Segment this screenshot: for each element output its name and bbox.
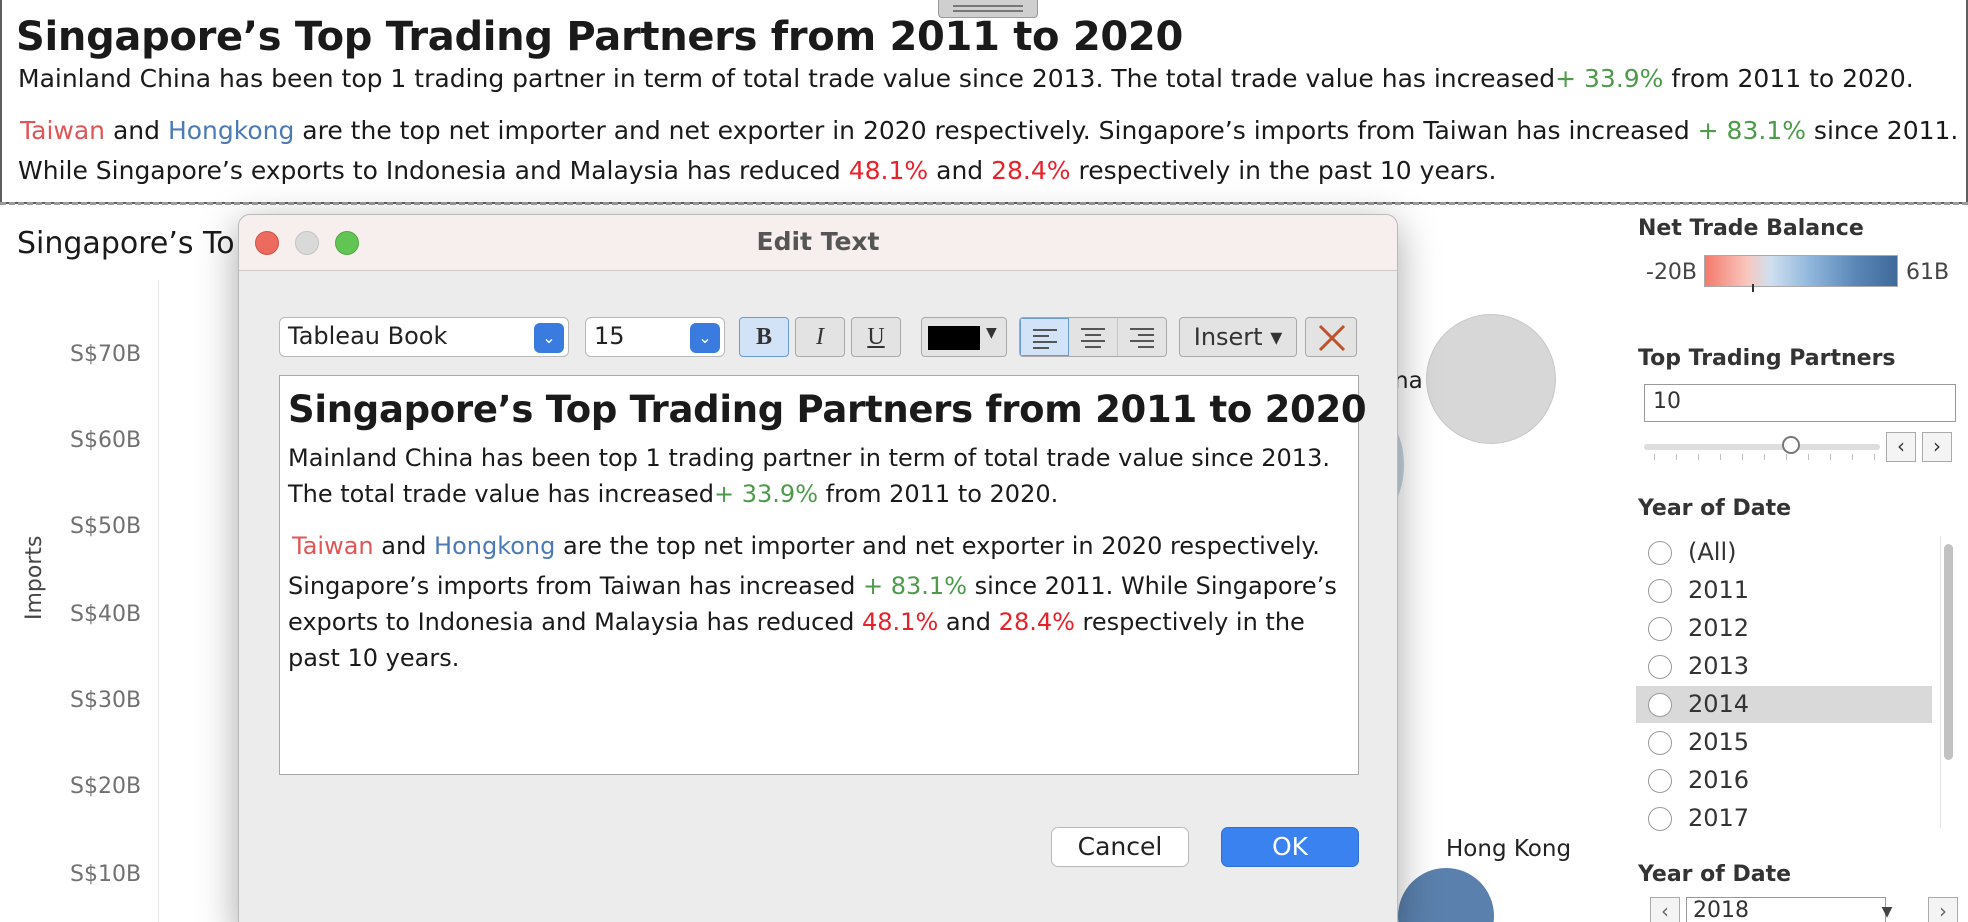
y-tick-label: S$50B xyxy=(70,514,142,539)
year-of-date-title: Year of Date xyxy=(1638,496,1792,521)
hongkong-bubble[interactable] xyxy=(1398,868,1494,922)
hongkong-highlight: Hongkong xyxy=(167,116,295,145)
y-tick-label: S$20B xyxy=(70,774,142,799)
top-partners-slider-thumb[interactable] xyxy=(1782,436,1800,454)
china-bubble[interactable] xyxy=(1426,314,1556,444)
taiwan-highlight: Taiwan xyxy=(20,116,106,145)
top-trading-partners-input[interactable]: 10 xyxy=(1644,384,1956,422)
drag-handle[interactable] xyxy=(938,0,1038,18)
malaysia-reduction-pct: 28.4% xyxy=(991,156,1071,185)
year-option[interactable]: (All) xyxy=(1636,534,1932,571)
year-option[interactable]: 2016 xyxy=(1636,762,1932,799)
net-trade-balance-title: Net Trade Balance xyxy=(1638,216,1864,241)
y-tick-label: S$40B xyxy=(70,602,142,627)
editor-line: The total trade value has increased+ 33.… xyxy=(288,480,1059,508)
year-option[interactable]: 2012 xyxy=(1636,610,1932,647)
radio-icon xyxy=(1648,579,1672,603)
edit-text-dialog: Edit Text Tableau Book ⌄ 15 ⌄ B I U ▼ xyxy=(238,214,1398,922)
taiwan-growth-pct: + 83.1% xyxy=(1697,116,1806,145)
radio-icon xyxy=(1648,541,1672,565)
radio-icon xyxy=(1648,617,1672,641)
editor-line: exports to Indonesia and Malaysia has re… xyxy=(288,608,1305,636)
align-left-button[interactable] xyxy=(1020,318,1069,356)
net-trade-balance-max: 61B xyxy=(1906,260,1950,285)
color-swatch xyxy=(928,326,980,350)
y-tick-label: S$70B xyxy=(70,342,142,367)
indonesia-reduction-pct: 48.1% xyxy=(848,156,929,185)
caret-down-icon: ▼ xyxy=(986,325,997,341)
year-option[interactable]: 2013 xyxy=(1636,648,1932,685)
font-family-select[interactable]: Tableau Book ⌄ xyxy=(279,317,569,357)
italic-button[interactable]: I xyxy=(795,317,845,357)
year-of-date-title-2: Year of Date xyxy=(1638,862,1792,887)
font-family-value: Tableau Book xyxy=(288,322,448,350)
china-growth-pct: + 33.9% xyxy=(1555,64,1664,93)
close-window-icon[interactable] xyxy=(255,231,279,255)
editor-line: past 10 years. xyxy=(288,644,460,672)
chevron-down-icon[interactable]: ▼ xyxy=(1881,904,1893,920)
chevron-down-icon: ⌄ xyxy=(534,323,564,353)
clear-x-icon xyxy=(1318,324,1346,352)
text-color-picker[interactable]: ▼ xyxy=(921,317,1007,357)
dialog-title: Edit Text xyxy=(756,227,880,256)
radio-icon xyxy=(1648,655,1672,679)
top-partners-slider-track[interactable] xyxy=(1644,444,1880,450)
chart-title: Singapore’s To xyxy=(17,226,235,261)
year-dropdown[interactable]: 2018 xyxy=(1686,897,1886,922)
y-tick-label: S$60B xyxy=(70,428,142,453)
rich-text-editor[interactable]: Singapore’s Top Trading Partners from 20… xyxy=(279,375,1367,775)
banner-line2: Taiwan and Hongkong are the top net impo… xyxy=(20,116,1959,145)
cancel-button[interactable]: Cancel xyxy=(1051,827,1189,867)
radio-icon xyxy=(1648,769,1672,793)
minimize-window-icon[interactable] xyxy=(295,231,319,255)
ok-button[interactable]: OK xyxy=(1221,827,1359,867)
editor-line: Taiwan and Hongkong are the top net impo… xyxy=(292,532,1320,560)
y-tick-label: S$30B xyxy=(70,688,142,713)
year-option[interactable]: 2015 xyxy=(1636,724,1932,761)
underline-button[interactable]: U xyxy=(851,317,901,357)
font-size-value: 15 xyxy=(594,322,625,350)
year-dropdown-prev-button[interactable]: ‹ xyxy=(1650,897,1680,922)
editor-line: Singapore’s imports from Taiwan has incr… xyxy=(288,572,1337,600)
align-center-button[interactable] xyxy=(1069,318,1118,356)
y-axis-title: Imports xyxy=(22,535,47,620)
y-axis-line xyxy=(158,280,159,922)
banner-title: Singapore’s Top Trading Partners from 20… xyxy=(16,14,1183,60)
year-option[interactable]: 2017 xyxy=(1636,800,1932,837)
align-right-button[interactable] xyxy=(1118,318,1166,356)
net-trade-balance-min: -20B xyxy=(1646,260,1698,285)
font-size-select[interactable]: 15 ⌄ xyxy=(585,317,725,357)
editor-line: Mainland China has been top 1 trading pa… xyxy=(288,444,1330,472)
y-tick-label: S$10B xyxy=(70,862,142,887)
dialog-titlebar[interactable]: Edit Text xyxy=(239,215,1397,271)
banner-line3: While Singapore’s exports to Indonesia a… xyxy=(18,156,1497,185)
year-list-scrollbar[interactable] xyxy=(1940,536,1954,828)
slider-prev-button[interactable]: ‹ xyxy=(1886,432,1916,462)
year-option[interactable]: 2011 xyxy=(1636,572,1932,609)
radio-icon xyxy=(1648,807,1672,831)
radio-icon xyxy=(1648,693,1672,717)
china-bubble-label: na xyxy=(1394,368,1423,394)
bold-button[interactable]: B xyxy=(739,317,789,357)
legend-zero-marker xyxy=(1752,284,1754,292)
clear-formatting-button[interactable] xyxy=(1305,317,1357,357)
top-trading-partners-title: Top Trading Partners xyxy=(1638,346,1896,371)
net-trade-balance-legend xyxy=(1704,255,1898,287)
chevron-down-icon: ⌄ xyxy=(690,323,720,353)
banner-line1: Mainland China has been top 1 trading pa… xyxy=(18,64,1914,93)
zoom-window-icon[interactable] xyxy=(335,231,359,255)
insert-menu-button[interactable]: Insert ▾ xyxy=(1179,317,1297,357)
year-option-hovered[interactable]: 2014 xyxy=(1636,686,1932,723)
hongkong-bubble-label: Hong Kong xyxy=(1446,836,1572,862)
editor-title-text: Singapore’s Top Trading Partners from 20… xyxy=(288,388,1367,431)
year-dropdown-next-button[interactable]: › xyxy=(1928,897,1958,922)
banner-divider xyxy=(0,202,1968,205)
slider-next-button[interactable]: › xyxy=(1922,432,1952,462)
radio-icon xyxy=(1648,731,1672,755)
title-banner: Singapore’s Top Trading Partners from 20… xyxy=(0,0,1968,204)
filter-sidebar: Net Trade Balance -20B 61B Top Trading P… xyxy=(1636,210,1968,922)
scrollbar-thumb[interactable] xyxy=(1944,544,1953,760)
alignment-group xyxy=(1019,317,1167,357)
